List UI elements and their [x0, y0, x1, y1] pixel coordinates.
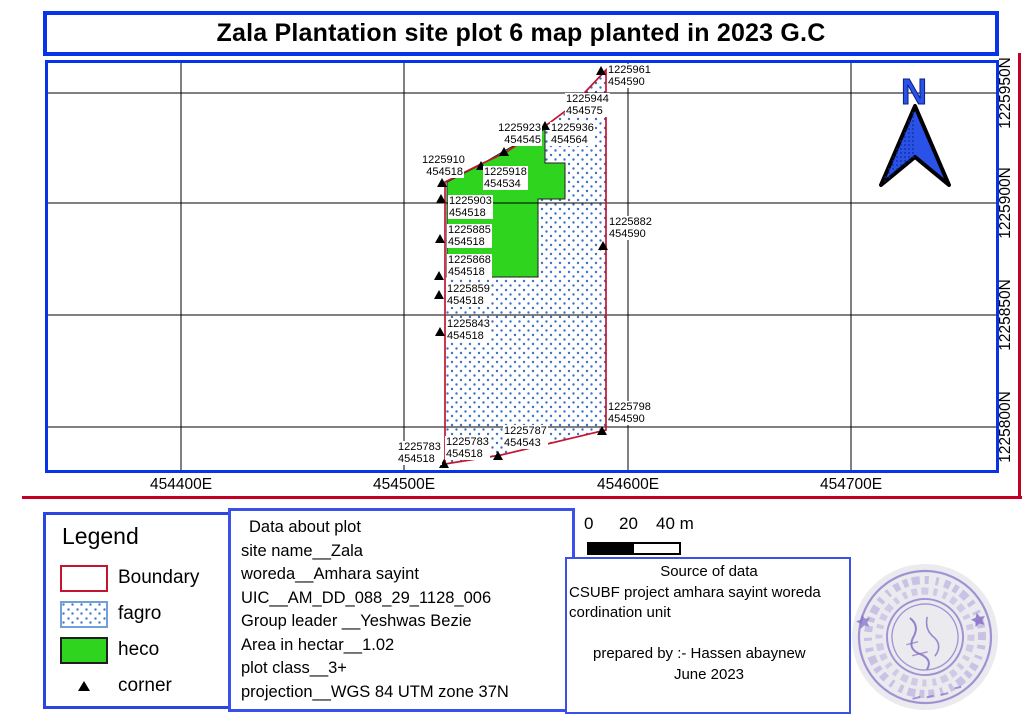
source-line: [569, 624, 849, 645]
legend-item-boundary: Boundary: [60, 560, 229, 596]
plot-data-line: site name__Zala: [241, 541, 363, 560]
heco-swatch-icon: [60, 636, 108, 664]
legend-label: heco: [118, 639, 160, 660]
corner-swatch-icon: [60, 673, 108, 700]
official-stamp: [852, 564, 998, 710]
corner-label: 1225783 454518: [397, 441, 442, 465]
source-box: Source of data CSUBF project amhara sayi…: [565, 557, 851, 714]
corner-label: 1225903 454518: [448, 195, 493, 219]
source-line: cordination unit: [569, 604, 671, 621]
source-line: prepared by :- Hassen abaynew: [593, 645, 806, 662]
northing-label: 1225800N: [997, 391, 1014, 463]
plot-data-line: UIC__AM_DD_088_29_1128_006: [241, 588, 492, 607]
legend-item-corner: corner: [60, 668, 229, 704]
fagro-swatch-icon: [60, 600, 108, 628]
corner-label: 1225843 454518: [446, 318, 491, 342]
legend: Legend Boundary fagro heco corner: [43, 512, 232, 709]
corner-label: 1225882 454590: [608, 216, 653, 240]
plot-data-line: plot class__3+: [241, 659, 347, 677]
scale-bar: [587, 542, 681, 555]
corner-label: 1225936 454564: [550, 122, 595, 146]
easting-label: 454700E: [819, 476, 883, 493]
source-line: June 2023: [673, 665, 745, 683]
corner-label: 1225944 454575: [565, 93, 610, 117]
plot-data-box: Data about plot site name__Zala woreda__…: [228, 508, 575, 712]
corner-label: 1225961 454590: [607, 64, 652, 88]
easting-label: 454500E: [372, 476, 436, 493]
easting-label: 454600E: [596, 476, 660, 493]
corner-label: 1225910 454518: [421, 154, 465, 178]
map-title: Zala Plantation site plot 6 map planted …: [216, 19, 826, 47]
northing-label: 1225950N: [997, 57, 1014, 129]
stamp-star-right: [970, 612, 985, 627]
legend-title: Legend: [62, 523, 139, 549]
scale-tick-40: 40 m: [656, 514, 694, 533]
legend-item-heco: heco: [60, 632, 229, 668]
corner-label: 1225798 454590: [607, 401, 652, 425]
scale-tick-0: 0: [584, 514, 594, 533]
plot-data-line: woreda__Amhara sayint: [241, 565, 419, 583]
corner-label: 1225918 454534: [483, 166, 528, 190]
map-frame: [45, 60, 999, 473]
source-line: Source of data: [660, 563, 758, 580]
corner-label: 1225787 454543: [503, 425, 548, 449]
corner-label: 1225923 454545: [497, 122, 542, 146]
corner-label: 1225868 454518: [447, 254, 492, 278]
boundary-swatch-icon: [60, 564, 108, 592]
legend-label: corner: [118, 675, 172, 696]
plot-data-line: projection__WGS 84 UTM zone 37N: [241, 682, 509, 701]
corner-label: 1225783 454518: [445, 436, 490, 460]
stamp-star-left: [855, 614, 870, 629]
scale-tick-20: 20: [619, 514, 638, 533]
legend-label: Boundary: [118, 567, 200, 588]
northing-label: 1225900N: [997, 167, 1014, 239]
legend-item-fagro: fagro: [60, 596, 229, 632]
source-line: CSUBF project amhara sayint woreda: [569, 583, 821, 601]
plot-data-line: Data about plot: [249, 518, 361, 536]
corner-label: 1225885 454518: [447, 224, 492, 248]
northing-label: 1225850N: [997, 279, 1014, 351]
red-right-border: [1018, 53, 1021, 499]
legend-label: fagro: [118, 603, 162, 624]
easting-label: 454400E: [149, 476, 213, 493]
plot-data-line: Area in hectar__1.02: [241, 635, 395, 654]
plot-data-line: Group leader __Yeshwas Bezie: [241, 612, 472, 630]
red-divider-rule: [22, 496, 1022, 499]
corner-label: 1225859 454518: [446, 283, 491, 307]
map-title-box: Zala Plantation site plot 6 map planted …: [43, 11, 999, 56]
